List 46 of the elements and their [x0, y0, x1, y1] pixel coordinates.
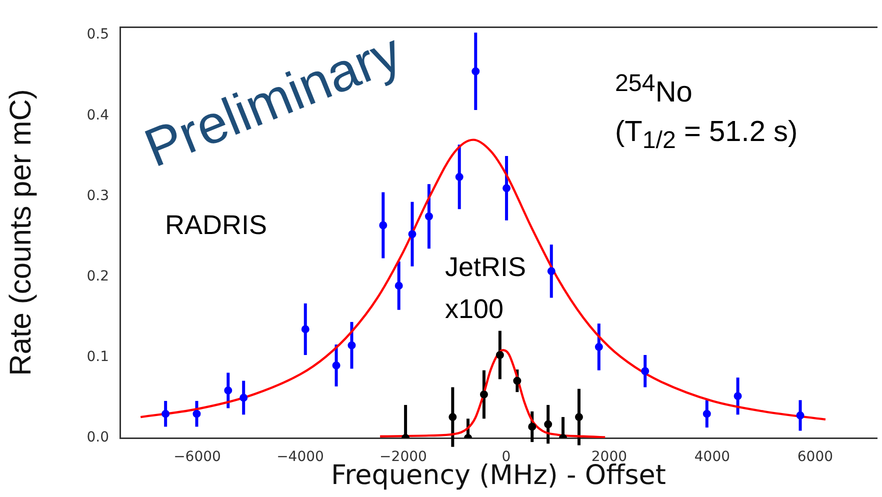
y-tick-label: 0.0	[86, 430, 109, 446]
point	[496, 350, 504, 359]
point	[502, 184, 511, 192]
point	[162, 410, 170, 418]
x-tick-label: −6000	[174, 449, 221, 466]
point	[594, 342, 603, 351]
point	[394, 282, 403, 290]
point	[240, 394, 248, 402]
point	[513, 376, 522, 385]
annotation: x100	[445, 294, 504, 324]
point	[408, 230, 416, 238]
y-tick-label: 0.5	[86, 26, 109, 43]
annotation: RADRIS	[165, 210, 268, 240]
y-tick-label: 0.4	[86, 107, 110, 124]
point	[332, 361, 340, 370]
point	[544, 420, 552, 428]
x-tick-label: −4000	[276, 449, 324, 466]
y-tick-label: 0.1	[86, 349, 109, 366]
point	[348, 341, 356, 350]
point	[448, 413, 457, 422]
point	[192, 410, 201, 418]
point	[641, 367, 650, 376]
annotation: JetRIS	[445, 252, 526, 282]
y-axis-title: Rate (counts per mC)	[4, 89, 38, 376]
point	[528, 422, 536, 431]
point	[224, 386, 232, 394]
point	[796, 411, 804, 420]
annotation: (T$_{1/2}$ = 51.2 s)	[615, 116, 798, 154]
point	[379, 221, 388, 230]
point	[734, 392, 742, 400]
annotation: $^{254}$No	[615, 70, 692, 109]
point	[424, 212, 433, 220]
x-tick-label: 4000	[694, 449, 730, 466]
point	[574, 413, 583, 422]
x-tick-label: 6000	[797, 449, 834, 466]
y-tick-label: 0.3	[86, 188, 109, 204]
point	[547, 267, 556, 276]
point	[702, 410, 711, 418]
y-tick-label: 0.2	[86, 268, 109, 284]
point	[480, 390, 488, 398]
x-tick-label: −2000	[380, 449, 427, 466]
x-tick-label: 0	[502, 449, 511, 466]
point	[301, 325, 310, 334]
line-series	[378, 349, 606, 438]
point	[472, 67, 480, 76]
point	[455, 172, 464, 181]
